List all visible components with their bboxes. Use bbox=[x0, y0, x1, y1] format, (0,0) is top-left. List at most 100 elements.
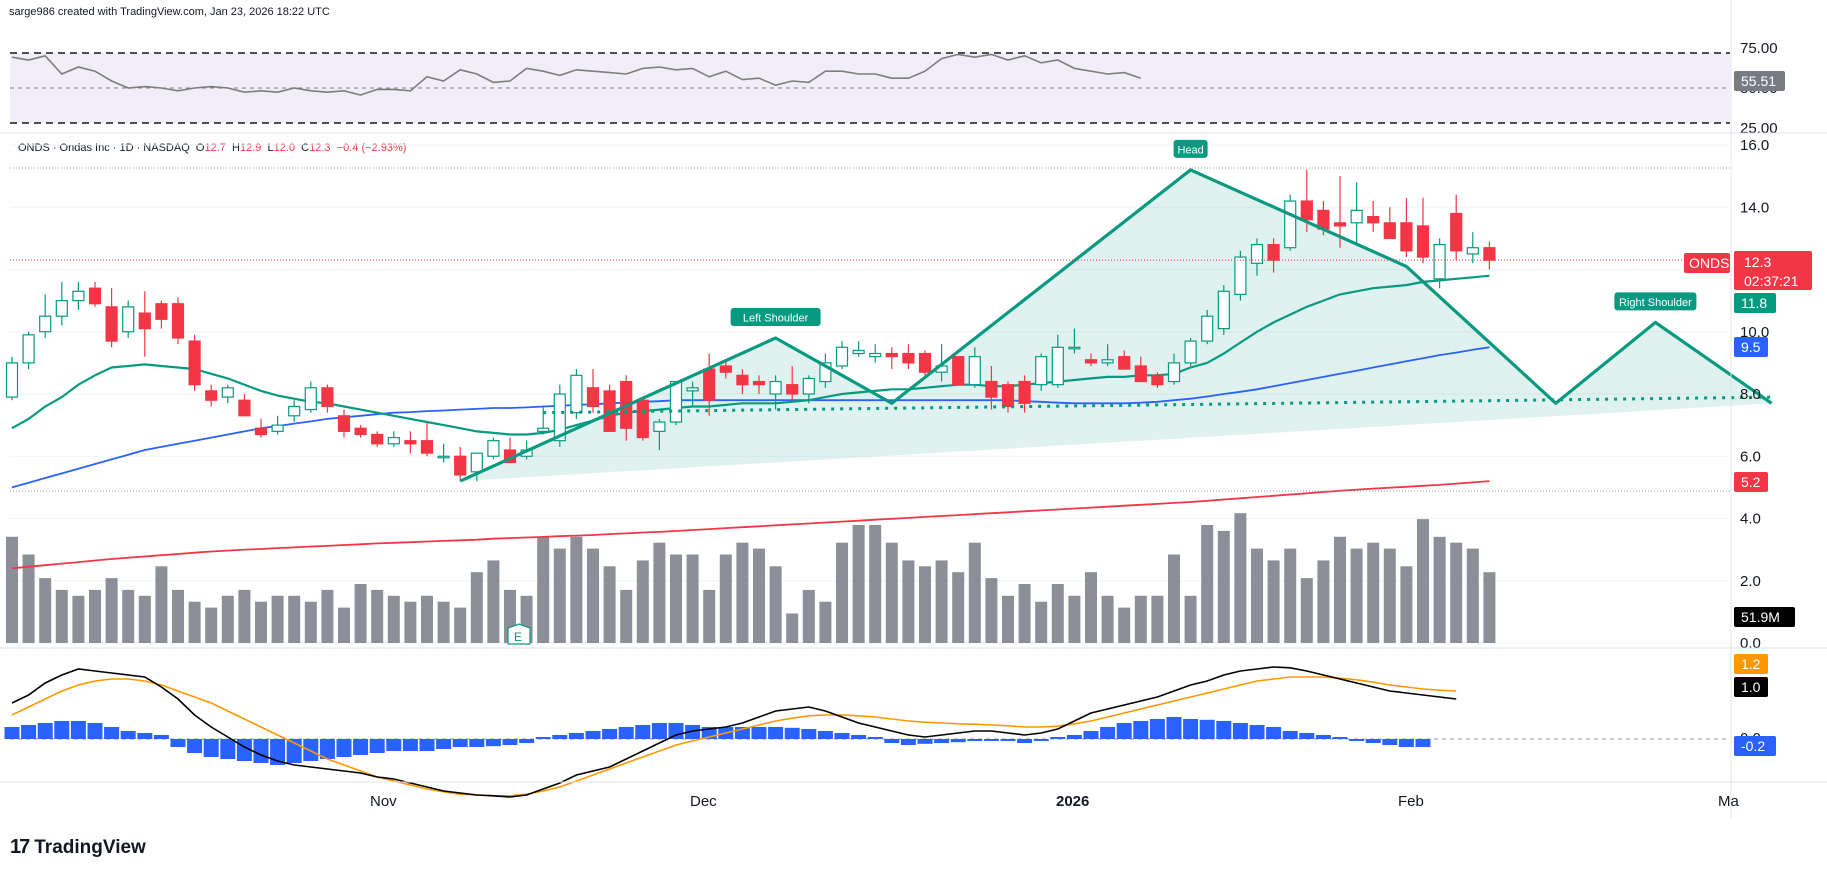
pattern-label: Left Shoulder bbox=[743, 312, 809, 324]
candle-body bbox=[653, 421, 666, 432]
volume-bar bbox=[1466, 548, 1479, 643]
macd-hist-bar bbox=[203, 739, 219, 757]
macd-histogram bbox=[4, 717, 1431, 765]
price-tick-label: 14.0 bbox=[1740, 199, 1769, 216]
macd-hist-bar bbox=[70, 721, 86, 739]
candle-body bbox=[1001, 384, 1015, 408]
price-tick-label: 8.0 bbox=[1740, 386, 1761, 403]
macd-hist-bar bbox=[519, 739, 535, 743]
macd-hist-bar bbox=[535, 737, 551, 739]
macd-line bbox=[11, 666, 1457, 798]
macd-hist-bar bbox=[1050, 737, 1066, 739]
countdown-label: 02:37:21 bbox=[1744, 273, 1799, 289]
time-axis[interactable]: Nov Dec 2026 Feb Ma bbox=[370, 793, 1739, 810]
macd-pane[interactable]: 0.0 1.2 1.0 -0.2 bbox=[4, 654, 1777, 798]
candle-body bbox=[1167, 362, 1181, 383]
earnings-marker-shape bbox=[507, 623, 531, 645]
volume-bar bbox=[89, 589, 101, 643]
candle-body bbox=[321, 387, 334, 408]
volume-bar bbox=[22, 554, 35, 643]
volume-bar bbox=[587, 548, 599, 643]
candle-body bbox=[155, 303, 168, 320]
volume-bar bbox=[1002, 595, 1014, 643]
price-pane[interactable]: Left Shoulder Head Right Shoulder 16.0 14.0… bbox=[5, 137, 1812, 652]
volume-bar bbox=[371, 589, 384, 643]
macd-hist-bar bbox=[104, 727, 120, 739]
candle-body bbox=[5, 362, 19, 398]
candle-body bbox=[1118, 356, 1131, 370]
candle-body bbox=[1267, 244, 1280, 261]
volume-bar bbox=[736, 542, 749, 643]
volume-bar bbox=[670, 554, 682, 643]
candle-body bbox=[586, 387, 600, 408]
macd-hist-bar bbox=[668, 723, 684, 739]
candle-body bbox=[769, 380, 782, 395]
volume-bar bbox=[1383, 548, 1396, 643]
volume-bar bbox=[1168, 554, 1180, 643]
signal-value-tag bbox=[1734, 654, 1768, 674]
volume-bar bbox=[1417, 519, 1429, 643]
candle-body bbox=[1300, 200, 1313, 221]
volume-bar bbox=[952, 572, 965, 643]
macd-hist-bar bbox=[651, 723, 667, 739]
candle-body bbox=[1400, 222, 1413, 252]
candle-body bbox=[1450, 212, 1463, 252]
volume-bar bbox=[238, 589, 251, 643]
volume-bar bbox=[1350, 548, 1363, 643]
macd-hist-bar bbox=[187, 739, 203, 753]
candle-body bbox=[1035, 356, 1048, 386]
candle-body bbox=[1333, 222, 1347, 227]
candle-body bbox=[819, 362, 832, 383]
volume-bar bbox=[437, 601, 450, 643]
candle-body bbox=[1184, 340, 1197, 364]
legend-open-label: O bbox=[195, 142, 205, 154]
volume-bar bbox=[902, 560, 915, 643]
volume-bar bbox=[1018, 584, 1031, 643]
time-label-2026: 2026 bbox=[1056, 793, 1089, 810]
candle-body bbox=[371, 433, 384, 445]
macd-hist-bar bbox=[4, 727, 20, 739]
macd-hist-bar bbox=[685, 725, 701, 739]
macd-hist-bar bbox=[336, 739, 352, 757]
candle-body bbox=[487, 440, 500, 457]
macd-hist-bar bbox=[87, 723, 103, 739]
macd-hist-bar bbox=[1315, 735, 1331, 739]
macd-hist-bar bbox=[469, 739, 485, 747]
macd-value-tag bbox=[1734, 677, 1768, 697]
neckline[interactable] bbox=[543, 395, 1772, 415]
macd-hist-bar bbox=[1183, 719, 1199, 739]
macd-hist-bar bbox=[21, 725, 37, 739]
ma-200-tag bbox=[1734, 472, 1768, 492]
candle-body bbox=[719, 365, 732, 373]
rsi-pane[interactable]: 75.00 50.00 25.00 55.51 bbox=[10, 40, 1785, 137]
earnings-marker[interactable]: E bbox=[507, 623, 531, 645]
macd-hist-bar bbox=[1149, 719, 1165, 739]
macd-hist-bar bbox=[834, 733, 850, 739]
ma-50-tag bbox=[1734, 337, 1768, 357]
candle-body bbox=[1383, 222, 1396, 239]
tradingview-logo[interactable]: 17 TradingView bbox=[10, 836, 146, 859]
volume-bar bbox=[221, 595, 234, 643]
macd-hist-bar bbox=[917, 739, 933, 744]
hist-value-label: -0.2 bbox=[1741, 738, 1765, 754]
volume-bar bbox=[1284, 548, 1297, 643]
macd-hist-bar bbox=[485, 739, 501, 747]
head-and-shoulders-line[interactable] bbox=[459, 168, 1773, 483]
volume-bar bbox=[1085, 572, 1097, 643]
macd-hist-bar bbox=[784, 727, 800, 739]
volume-bar bbox=[72, 595, 85, 643]
candle-body bbox=[1234, 256, 1247, 295]
time-label-dec: Dec bbox=[690, 793, 717, 810]
macd-hist-bar bbox=[386, 739, 402, 751]
candle-body bbox=[205, 390, 218, 401]
rsi-value-label: 55.51 bbox=[1741, 73, 1776, 89]
macd-hist-bar bbox=[137, 733, 153, 739]
candle-body bbox=[1250, 244, 1264, 264]
volume-bar bbox=[1483, 572, 1496, 643]
ticker-tag bbox=[1684, 253, 1730, 273]
price-tick-label: 2.0 bbox=[1740, 573, 1761, 590]
pattern-label: Right Shoulder bbox=[1619, 297, 1692, 309]
macd-hist-bar bbox=[37, 723, 53, 739]
volume-bar bbox=[122, 589, 135, 643]
